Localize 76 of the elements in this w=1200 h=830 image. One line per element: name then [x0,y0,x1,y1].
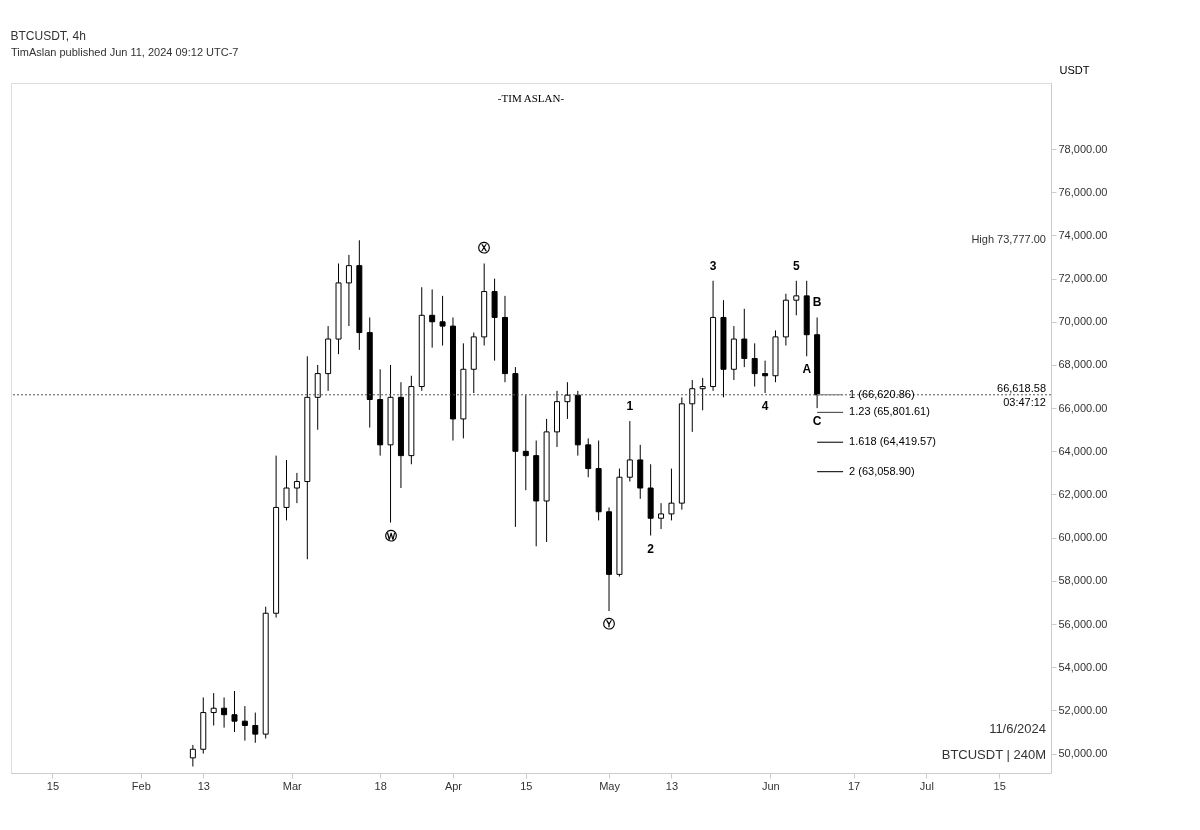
candlestick [293,472,300,504]
y-tick-label: 58,000.00 [1058,574,1108,587]
ref-line-label: 1.618 (64,419.57) [849,435,936,448]
ref-line-label: 1 (66,620.86) [849,387,915,400]
candlestick [741,308,748,368]
x-tick-label: Feb [131,779,151,792]
candlestick [751,342,758,388]
y-tick-label: 72,000.00 [1058,272,1108,285]
y-axis-title: USDT [1059,63,1090,76]
candlestick [793,280,800,316]
annotation: 11/6/2024 [989,721,1046,736]
y-tick-label: 74,000.00 [1058,228,1108,241]
candlestick [210,692,217,726]
y-tick-label: 54,000.00 [1058,660,1108,673]
candlestick [345,254,352,327]
candlestick [231,690,238,733]
x-tick-label: 18 [374,779,387,792]
x-tick-label: 13 [197,779,210,792]
annotation: Ⓧ [478,241,491,256]
candlestick [252,712,259,744]
y-tick-label: 76,000.00 [1058,185,1108,198]
candlestick [241,705,248,742]
annotation: B [812,295,822,310]
ref-line-label: 1.23 (65,801.61) [849,405,930,418]
annotation: 1 [626,399,634,414]
annotation: 4 [761,399,769,414]
annotation: 2 [647,541,655,556]
x-tick-label: 15 [520,779,533,792]
candlestick [699,377,706,411]
x-tick-label: May [599,779,621,792]
candlestick [585,437,592,478]
y-tick-label: 52,000.00 [1058,703,1108,716]
candlestick [626,420,633,483]
candlestick [189,744,196,768]
candlestick [658,502,665,530]
y-tick-label: 70,000.00 [1058,315,1108,328]
annotation: A [802,362,812,377]
annotation: 3 [709,258,717,273]
annotation: Ⓦ [384,528,397,543]
ref-line-label: 2 (63,058.90) [849,464,915,477]
candlestick [522,394,529,491]
x-tick-label: Apr [444,779,463,792]
candlestick [314,364,321,431]
text: TimAslan published Jun 11, 2024 09:12 UTC-7 [11,46,239,58]
y-tick-label: 78,000.00 [1058,142,1108,155]
x-tick-label: 13 [665,779,679,792]
x-tick-label: Mar [282,779,303,792]
candlestick [564,381,571,420]
candlestick [668,468,675,521]
y-tick-label: 60,000.00 [1058,531,1108,544]
annotation: High 73,777.00 [971,233,1046,245]
ref-line-label: 66,618.58 [997,381,1046,394]
annotation: Ⓨ [603,617,616,632]
annotation: BTCUSDT | 240M [941,747,1046,762]
chart-title: BTCUSDT, 4h [10,29,86,43]
annotation: C [812,414,822,429]
candlestick [439,295,446,347]
x-tick-label: Jul [919,779,934,792]
candlestick [221,696,228,729]
y-tick-label: 66,000.00 [1058,401,1108,414]
x-tick-label: 15 [46,779,60,792]
x-tick-label: 15 [993,779,1006,792]
y-tick-label: 56,000.00 [1058,617,1108,630]
candlestick [689,379,696,433]
y-tick-label: 64,000.00 [1058,444,1108,457]
x-tick-label: 17 [847,779,861,792]
text: -TIM ASLAN- [497,92,565,104]
candlestick [429,288,436,349]
annotation: 5 [792,258,800,273]
y-tick-label: 68,000.00 [1058,358,1108,371]
annotation: 03:47:12 [1003,395,1046,408]
x-tick-label: Jun [761,779,780,792]
y-tick-label: 62,000.00 [1058,488,1108,500]
y-tick-label: 50,000.00 [1058,747,1108,760]
candlestick [283,459,290,521]
candlestick [762,360,769,394]
